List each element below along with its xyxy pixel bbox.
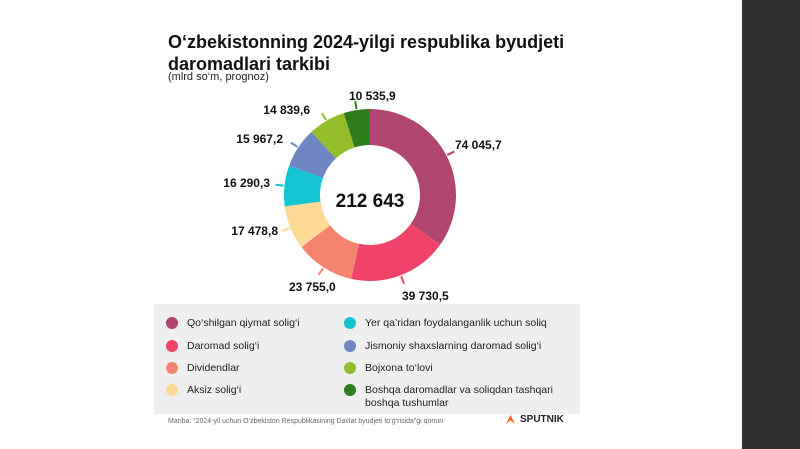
- legend-swatch: [344, 362, 356, 374]
- leader-line: [354, 100, 358, 110]
- brand-name: SPUTNIK: [520, 414, 564, 425]
- donut-slices: [284, 109, 457, 281]
- leader-line: [446, 150, 455, 156]
- legend-item-income-tax: Daromad solig‘i: [166, 340, 387, 353]
- slice-value-label: 23 755,0: [289, 280, 336, 294]
- legend-item-vat: Qo‘shilgan qiymat solig‘i: [166, 317, 387, 330]
- legend-label: Qo‘shilgan qiymat solig‘i: [187, 317, 300, 329]
- donut-slice: [289, 132, 336, 178]
- legend-item-customs: Bojxona to‘lovi: [344, 362, 565, 375]
- donut-slice: [284, 201, 331, 247]
- leader-line: [275, 183, 284, 187]
- legend-item-excise: Aksiz solig‘i: [166, 384, 387, 397]
- leader-line: [317, 267, 324, 276]
- sputnik-logo: SPUTNIK: [505, 414, 564, 425]
- donut-slice: [351, 223, 441, 281]
- chart-title: O‘zbekistonning 2024-yilgi respublika by…: [168, 32, 565, 74]
- legend-label: Aksiz solig‘i: [187, 384, 242, 396]
- slice-value-label: 39 730,5: [402, 289, 449, 303]
- legend-item-dividends: Dividendlar: [166, 362, 387, 375]
- right-side-panel: [742, 0, 800, 449]
- legend-swatch: [166, 340, 178, 352]
- slice-value-label: 74 045,7: [455, 138, 502, 152]
- chart-subtitle: (mlrd so‘m, prognoz): [168, 71, 269, 83]
- slice-value-label: 15 967,2: [236, 132, 283, 146]
- leader-line: [290, 141, 299, 148]
- legend-label: Boshqa daromadlar va soliqdan tashqari b…: [365, 384, 553, 409]
- legend-label: Daromad solig‘i: [187, 340, 260, 352]
- leader-lines: [275, 100, 455, 285]
- legend-item-other-revenues: Boshqa daromadlar va soliqdan tashqari b…: [344, 384, 565, 410]
- legend-swatch: [166, 362, 178, 374]
- legend-label: Bojxona to‘lovi: [365, 362, 433, 374]
- legend-label: Jismoniy shaxslarning daromad solig‘i: [365, 340, 542, 352]
- legend-swatch: [344, 340, 356, 352]
- leader-line: [321, 112, 327, 121]
- legend-swatch: [344, 384, 356, 396]
- slice-value-label: 17 478,8: [231, 224, 278, 238]
- sputnik-icon: [505, 414, 516, 425]
- total-value-label: 212 643: [336, 191, 405, 212]
- donut-slice: [370, 109, 457, 245]
- slice-value-label: 14 839,6: [263, 103, 310, 117]
- leader-line: [281, 227, 290, 233]
- legend-label: Dividendlar: [187, 362, 240, 374]
- legend-swatch: [166, 384, 178, 396]
- slice-value-label: 10 535,9: [349, 89, 396, 103]
- slice-value-label: 16 290,3: [223, 176, 270, 190]
- source-note: Manba: “2024-yil uchun O‘zbekiston Respu…: [168, 418, 444, 425]
- legend-swatch: [344, 317, 356, 329]
- legend-item-subsoil-tax: Yer qa’ridan foydalanganlik uchun soliq: [344, 317, 565, 330]
- leader-line: [400, 275, 405, 285]
- legend-item-personal-income-tax: Jismoniy shaxslarning daromad solig‘i: [344, 340, 565, 353]
- donut-slice: [301, 225, 360, 279]
- chart-legend: Qo‘shilgan qiymat solig‘i Daromad solig‘…: [154, 304, 580, 414]
- donut-slice: [343, 109, 370, 148]
- legend-swatch: [166, 317, 178, 329]
- slice-labels: 74 045,7 39 730,5 23 755,0 17 478,8 16 290,3…: [223, 89, 502, 303]
- donut-slice: [284, 165, 324, 207]
- donut-slice: [311, 113, 355, 159]
- legend-label: Yer qa’ridan foydalanganlik uchun soliq: [365, 317, 547, 329]
